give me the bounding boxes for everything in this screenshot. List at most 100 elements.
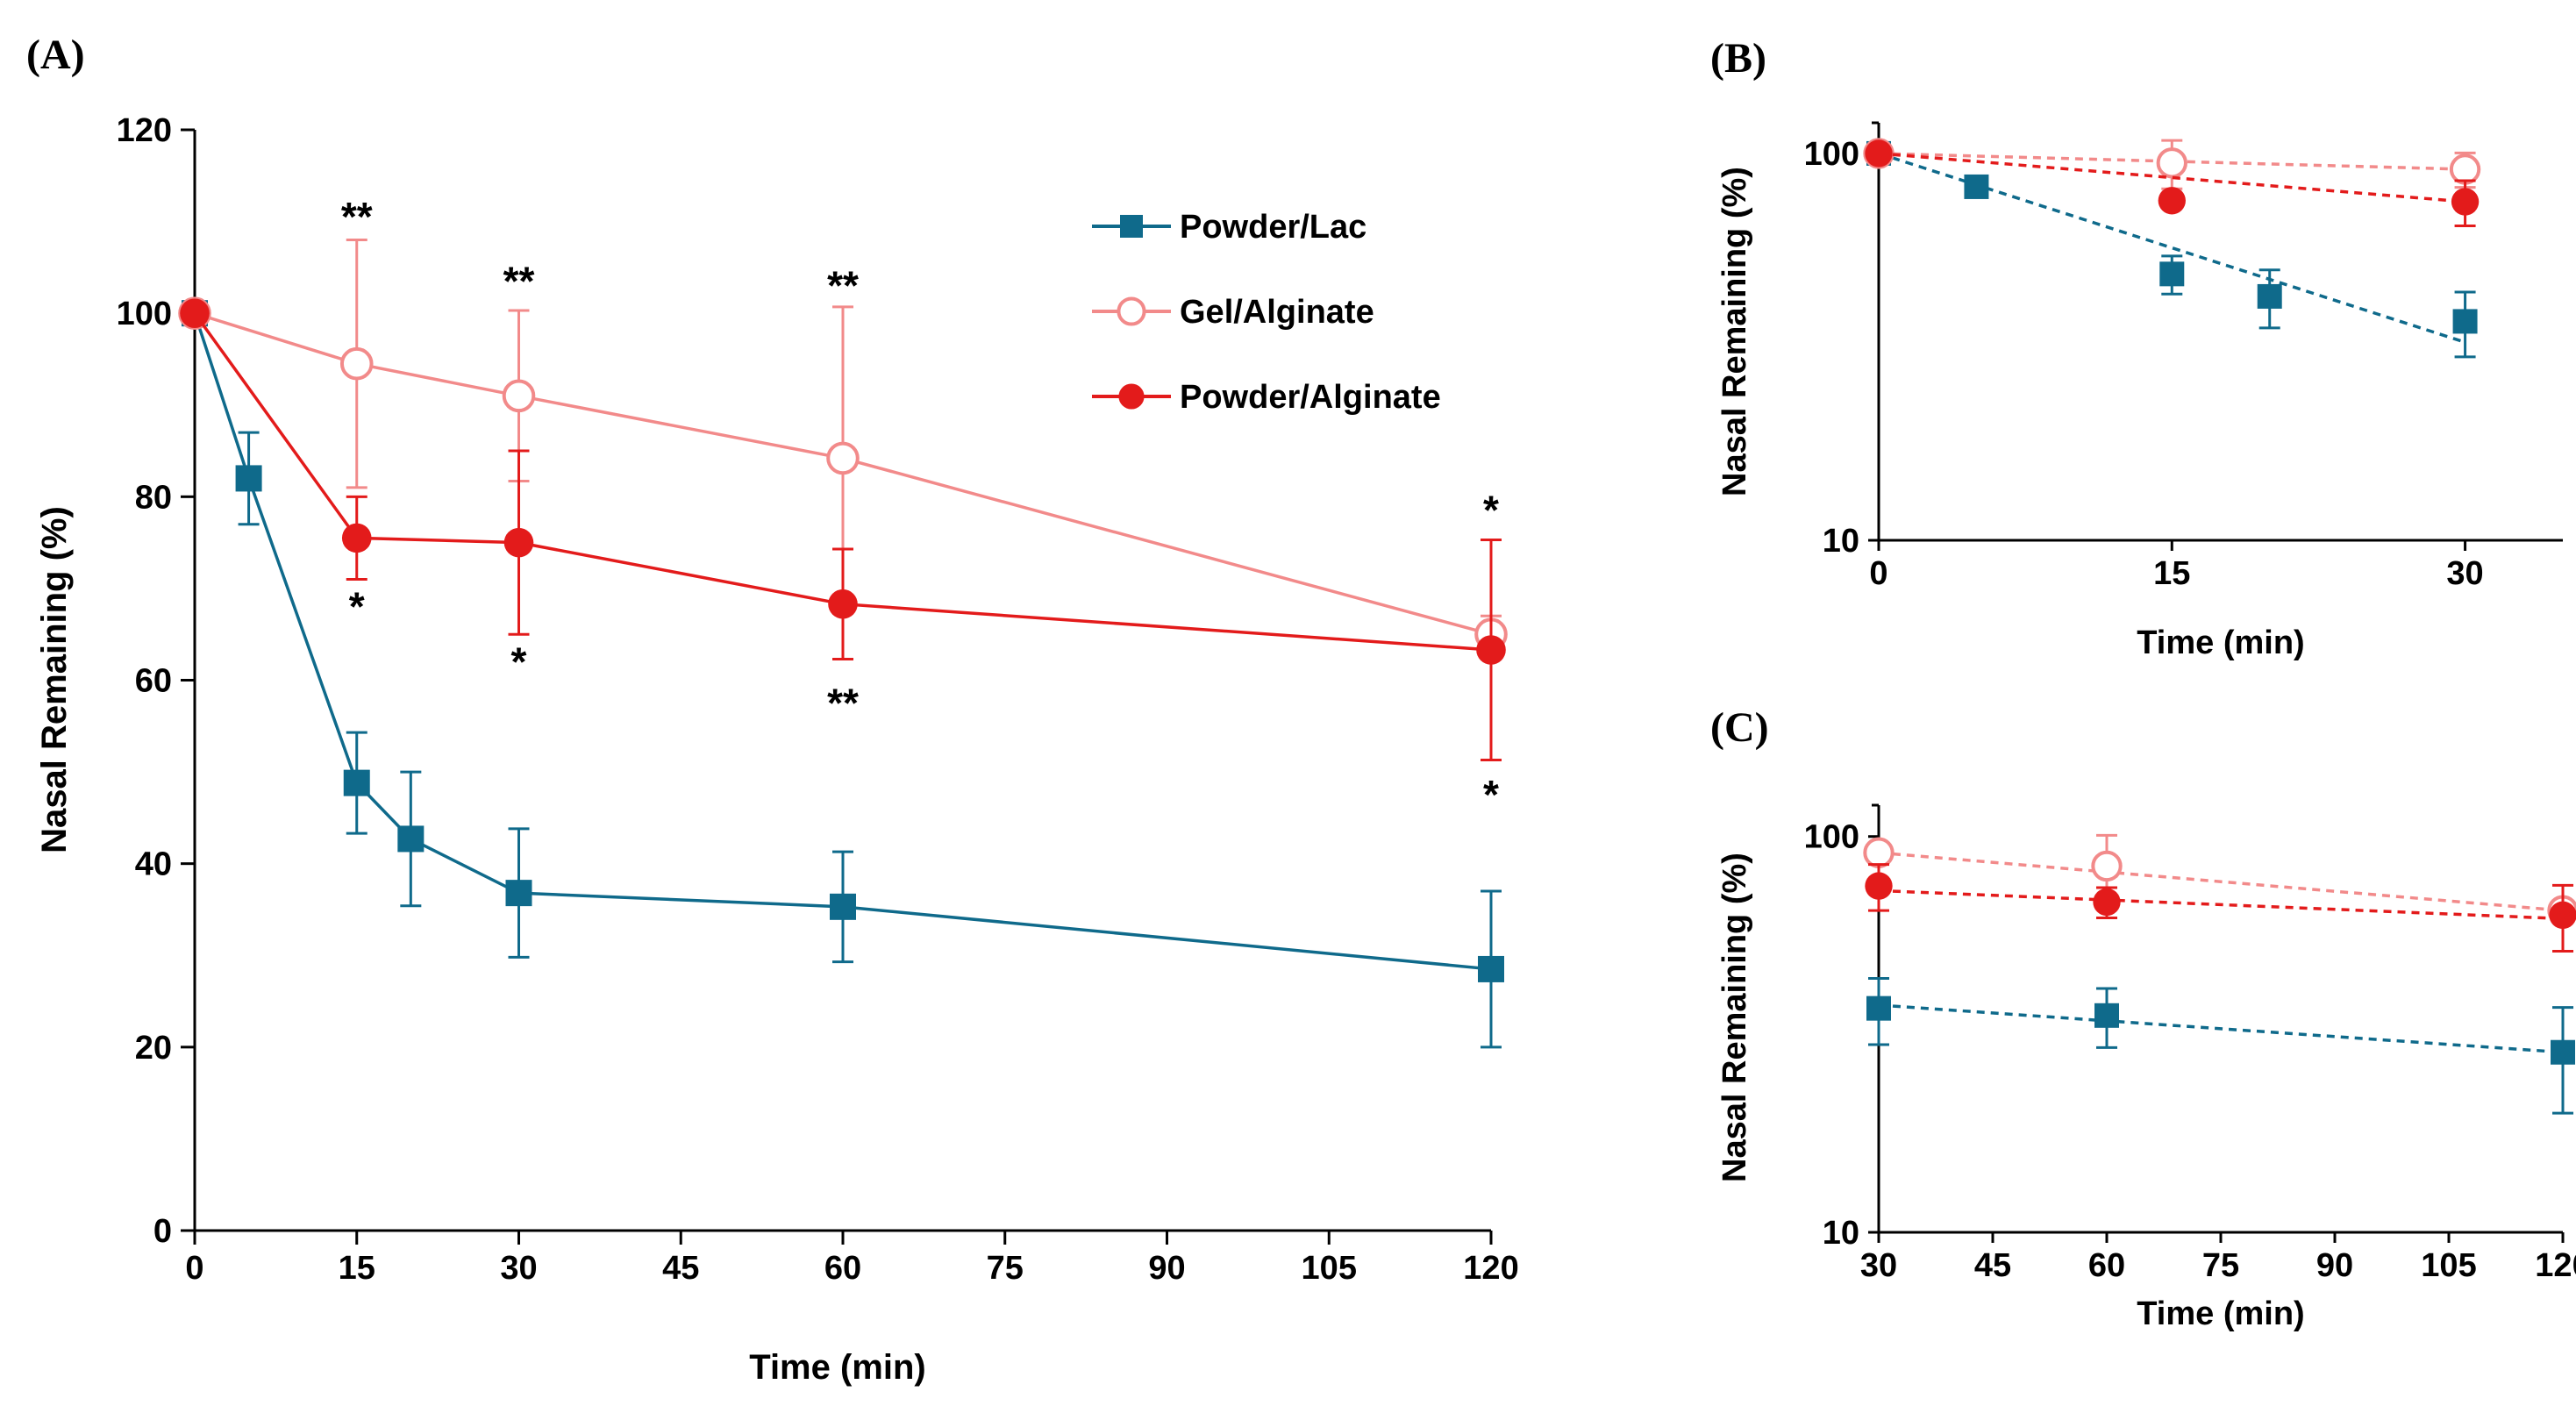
y-tick-label: 100 (1804, 819, 1859, 856)
data-point (828, 589, 858, 619)
data-point (339, 346, 374, 381)
x-tick-label: 105 (2421, 1247, 2476, 1284)
data-point (1964, 174, 1989, 199)
panel-label: (B) (1710, 35, 1766, 82)
series-powder-alginate (180, 298, 1506, 761)
y-tick-label: 20 (135, 1030, 172, 1067)
x-tick-label: 30 (500, 1250, 537, 1287)
data-point (343, 769, 370, 796)
y-axis-title: Nasal Remaining (%) (1716, 167, 1753, 496)
data-point (2094, 1003, 2119, 1028)
trend-line (1878, 851, 2564, 912)
data-point (2093, 888, 2121, 917)
data-point (341, 523, 372, 553)
y-tick-label: 10 (1823, 523, 1859, 560)
x-tick-label: 0 (1869, 555, 1887, 592)
data-point (826, 441, 860, 475)
significance-mark: * (349, 584, 365, 630)
data-point (1863, 837, 1895, 868)
data-point (1865, 139, 1893, 168)
data-point (830, 893, 856, 920)
data-point (2091, 850, 2123, 882)
x-tick-label: 45 (662, 1250, 699, 1287)
legend-marker (1118, 383, 1145, 410)
legend-item-powder-lac: Powder/Lac (1092, 209, 1366, 246)
legend-label: Powder/Alginate (1180, 379, 1441, 416)
y-tick-label: 100 (1804, 136, 1859, 173)
data-point (2159, 261, 2185, 287)
x-tick-label: 15 (339, 1250, 375, 1287)
data-point (2451, 188, 2480, 216)
data-point (503, 527, 534, 558)
data-point (235, 465, 262, 492)
y-axis-title: Nasal Remaining (%) (1716, 853, 1753, 1182)
x-tick-label: 15 (2153, 555, 2190, 592)
panel-a-chart: (A) 0 20 40 60 80 100 120 0 15 30 45 60 75 90 105 120 Tim… (26, 32, 1519, 1387)
x-tick-label: 0 (185, 1250, 203, 1287)
panel-label: (C) (1710, 704, 1769, 751)
data-point (2452, 309, 2478, 334)
panel-c-chart: (C) 10 100 30 45 60 75 90 105 120 Time (min) Nasal … (1710, 704, 2576, 1332)
x-axis-title: Time (min) (749, 1348, 926, 1387)
legend: Powder/Lac Gel/Alginate Powder/Alginate (1092, 209, 1441, 416)
legend-marker (1117, 296, 1146, 326)
x-tick-label: 90 (1148, 1250, 1185, 1287)
data-point (2156, 147, 2187, 179)
panel-label: (A) (26, 32, 85, 78)
trend-line (1878, 1003, 2564, 1054)
x-tick-label: 30 (1860, 1247, 1897, 1284)
significance-mark: ** (341, 194, 373, 239)
y-tick-label: 120 (117, 112, 172, 149)
legend-item-gel-alginate: Gel/Alginate (1092, 294, 1374, 331)
x-tick-label: 60 (2088, 1247, 2125, 1284)
y-axis-title: Nasal Remaining (%) (35, 506, 74, 853)
data-point (1865, 872, 1893, 900)
y-tick-label: 40 (135, 846, 172, 883)
x-tick-label: 75 (987, 1250, 1024, 1287)
x-tick-label: 120 (1463, 1250, 1518, 1287)
legend-marker (1120, 215, 1143, 238)
x-tick-label: 75 (2202, 1247, 2239, 1284)
significance-mark: * (511, 639, 527, 684)
legend-label: Gel/Alginate (1180, 294, 1374, 331)
y-tick-label: 0 (153, 1213, 172, 1250)
panel-b-chart: (B) 10 100 0 15 30 Time (min) Nasal Remaining (… (1710, 35, 2563, 661)
x-tick-label: 105 (1302, 1250, 1357, 1287)
x-tick-label: 45 (1974, 1247, 2011, 1284)
data-point (2257, 283, 2282, 309)
series-gel-alginate (1863, 138, 2481, 190)
data-point (2549, 901, 2576, 930)
x-tick-label: 120 (2535, 1247, 2576, 1284)
data-point (2551, 1039, 2575, 1065)
series-powder-lac (1866, 140, 2478, 359)
significance-mark: * (1483, 772, 1499, 817)
data-point (1478, 955, 1504, 982)
data-point (502, 379, 536, 413)
y-tick-label: 60 (135, 663, 172, 700)
series-powder-lac (1866, 977, 2575, 1115)
significance-mark: * (1483, 488, 1499, 533)
data-point (1476, 635, 1506, 665)
significance-mark: ** (827, 262, 859, 308)
legend-item-powder-alginate: Powder/Alginate (1092, 379, 1441, 416)
y-tick-label: 100 (117, 296, 172, 332)
significance-mark: ** (827, 680, 859, 725)
data-point (2449, 153, 2481, 185)
data-point (397, 825, 425, 853)
data-point (1866, 996, 1891, 1021)
significance-mark: ** (503, 258, 535, 303)
legend-label: Powder/Lac (1180, 209, 1366, 246)
series-powder-alginate (1865, 139, 2480, 227)
x-axis-title: Time (min) (2137, 1295, 2304, 1332)
x-tick-label: 30 (2446, 555, 2483, 592)
series-gel-alginate (1863, 833, 2576, 926)
data-point (505, 880, 532, 907)
data-point (2158, 187, 2186, 215)
series-powder-alginate (1865, 863, 2576, 953)
trend-line (1878, 888, 2564, 921)
data-point (180, 298, 210, 328)
x-axis-title: Time (min) (2137, 624, 2304, 661)
y-tick-label: 80 (135, 479, 172, 516)
x-tick-label: 60 (824, 1250, 861, 1287)
